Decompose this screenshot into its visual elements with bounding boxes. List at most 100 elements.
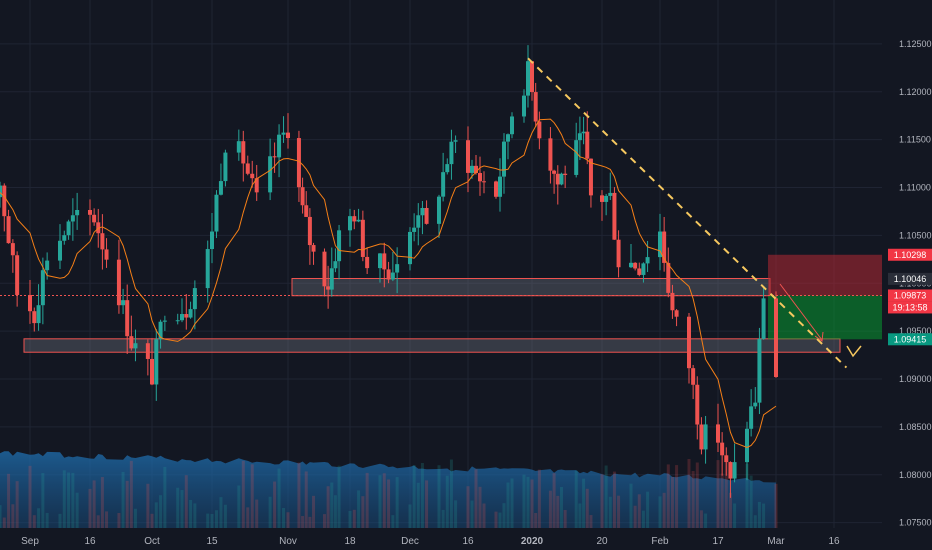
- candle-body: [218, 181, 223, 195]
- volume-bar: [757, 501, 761, 528]
- volume-bar: [600, 474, 604, 528]
- volume-bar: [387, 479, 391, 528]
- candle-body: [666, 262, 671, 293]
- volume-bar: [117, 512, 121, 528]
- candle-body: [10, 243, 15, 256]
- volume-bar: [617, 495, 621, 528]
- candle-body: [386, 269, 391, 280]
- candle-body: [241, 141, 246, 164]
- time-tick-label: Mar: [767, 536, 785, 547]
- candle-body: [382, 253, 387, 270]
- candle-body: [133, 343, 138, 349]
- volume-bar: [105, 511, 109, 528]
- candle-body: [588, 158, 593, 196]
- volume-bar: [670, 476, 674, 528]
- volume-bar: [585, 488, 589, 528]
- volume-bar: [0, 505, 2, 528]
- volume-bar: [494, 511, 498, 528]
- candle-body: [510, 116, 514, 135]
- moving-average: [0, 118, 777, 449]
- candle-body: [585, 131, 590, 159]
- price-tag-bg: [888, 333, 932, 346]
- projection-arrow: [779, 283, 823, 341]
- volume-bar: [728, 492, 732, 528]
- support-resistance-zones[interactable]: [23, 278, 841, 353]
- volume-bar: [749, 475, 753, 528]
- volume-bar: [662, 492, 666, 528]
- volume-bar: [720, 473, 724, 528]
- candle-body: [356, 219, 361, 222]
- candle-body: [494, 181, 498, 197]
- trend-drawings[interactable]: [527, 57, 862, 369]
- price-tick-label: 1.10500: [899, 230, 932, 240]
- volume-bar: [184, 475, 188, 528]
- candle-body: [75, 209, 80, 216]
- candle-body: [348, 216, 352, 231]
- volume-bar: [482, 503, 486, 528]
- candle-body: [223, 152, 228, 182]
- candle-body: [365, 256, 370, 269]
- candle-body: [162, 320, 167, 322]
- volume-bar: [774, 483, 778, 528]
- projection-arrow-head: [814, 331, 824, 342]
- volume-bar: [466, 486, 470, 528]
- short-position-tool[interactable]: [0, 254, 882, 340]
- time-tick-label: 17: [712, 536, 724, 547]
- candle-body: [753, 402, 758, 407]
- price-tag-bg: [888, 248, 932, 261]
- candle-body: [326, 286, 331, 290]
- candle-body: [466, 140, 470, 173]
- volume-bar: [695, 462, 699, 528]
- candle-body: [728, 462, 733, 479]
- volume-bar: [666, 464, 670, 528]
- volume-bar: [322, 514, 326, 528]
- volume-bar: [150, 513, 154, 528]
- time-tick-label: 18: [344, 536, 356, 547]
- candle-body: [563, 173, 568, 175]
- candle-body: [45, 260, 50, 271]
- candle-body: [15, 255, 20, 295]
- candle-body: [281, 132, 286, 135]
- candle-body: [749, 406, 754, 429]
- volume-area: [0, 451, 778, 528]
- candle-body: [2, 185, 7, 217]
- candle-body: [478, 173, 482, 182]
- volume-bar: [724, 459, 728, 528]
- volume-bar: [237, 485, 241, 528]
- time-tick-label: Sep: [21, 536, 39, 547]
- volume-bar: [506, 482, 510, 528]
- volume-bar: [548, 490, 552, 528]
- volume-bar: [214, 510, 218, 528]
- candle-body: [703, 424, 708, 450]
- volume-bar: [189, 499, 193, 528]
- price-tag-label: 1.10298: [894, 250, 927, 260]
- volume-bar: [250, 464, 254, 528]
- volume-bar: [445, 475, 449, 528]
- volume-bar: [612, 471, 616, 528]
- candle-body: [6, 216, 11, 244]
- volume-bar: [337, 465, 341, 528]
- volume-bar: [330, 482, 334, 528]
- candle-body: [662, 231, 667, 263]
- candle-body: [674, 310, 679, 317]
- volume-bar: [502, 503, 506, 528]
- volume-bar: [395, 477, 399, 528]
- volume-bar: [277, 468, 281, 528]
- candle-body: [121, 300, 126, 306]
- volume-bar: [241, 460, 245, 528]
- volume-bar: [552, 473, 556, 528]
- candle-body: [236, 141, 241, 153]
- candle-body: [616, 239, 621, 268]
- trend-line: [527, 57, 848, 369]
- volume-bar: [7, 473, 11, 528]
- candle-body: [188, 309, 193, 318]
- volume-bar: [391, 515, 395, 528]
- time-tick-label: 2020: [521, 536, 544, 547]
- price-tag-label: 1.09873: [894, 290, 927, 300]
- candle-body: [530, 61, 534, 93]
- time-axis[interactable]: Sep 16 Oct 15 Nov 18 Dec 16 2020 20 Feb 17 Mar 16: [21, 536, 840, 547]
- volume-bar: [15, 481, 19, 528]
- time-tick-label: Feb: [651, 536, 669, 547]
